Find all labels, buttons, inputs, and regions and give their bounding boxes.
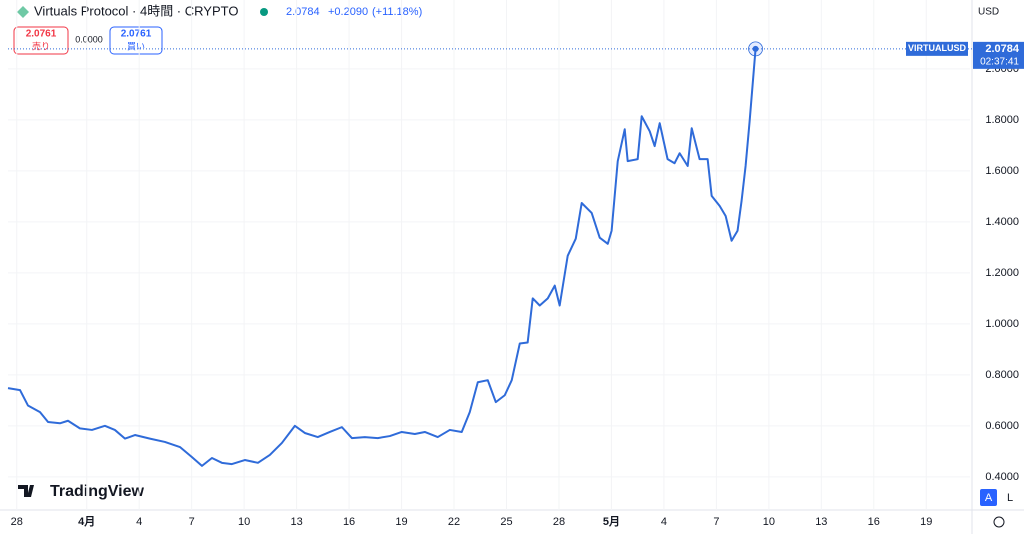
brand: TradingView — [50, 483, 145, 500]
x-tick-label: 16 — [343, 516, 355, 528]
x-tick-label: 7 — [189, 516, 195, 528]
x-tick-label: 28 — [553, 516, 565, 528]
log-scale-label[interactable]: L — [1007, 492, 1013, 504]
price-line — [7, 48, 757, 467]
market-status — [260, 8, 268, 16]
x-tick-label: 19 — [920, 516, 932, 528]
symbol-icon — [17, 6, 29, 18]
price-tag — [973, 41, 1024, 69]
y-tick-label: 0.4000 — [985, 471, 1019, 483]
logo-icon — [18, 485, 34, 497]
y-tick-label: 1.2000 — [985, 267, 1019, 279]
sell-price: 2.0761 — [26, 29, 57, 40]
y-tick-label: 1.6000 — [985, 165, 1019, 177]
x-tick-label: 16 — [868, 516, 880, 528]
x-tick-label: 13 — [290, 516, 302, 528]
price-change-pct: (+11.18%) — [372, 6, 422, 18]
y-tick-label: 1.4000 — [985, 216, 1019, 228]
x-tick-label: 19 — [395, 516, 407, 528]
countdown: 02:37:41 — [980, 56, 1019, 67]
spread: 0.0000 — [75, 34, 103, 44]
x-tick-label: 25 — [500, 516, 512, 528]
y-tick-label: 0.8000 — [985, 369, 1019, 381]
x-tick-label: 4 — [136, 516, 142, 528]
last-point — [752, 45, 759, 52]
symbol-tag-label: VIRTUALUSD — [908, 43, 966, 53]
plot — [7, 0, 972, 510]
auto-scale-button[interactable] — [980, 489, 997, 506]
x-tick-label: 5月 — [603, 515, 620, 528]
x-tick-label: 28 — [11, 516, 23, 528]
sell-label: 売り — [32, 40, 50, 51]
settings-icon[interactable] — [993, 516, 1005, 528]
price-tag-label: 2.0784 — [985, 43, 1020, 55]
x-tick-label: 7 — [713, 516, 719, 528]
chart-title: Virtuals Protocol · 4時間 · CRYPTO — [34, 3, 238, 18]
x-tick-label: 10 — [238, 516, 250, 528]
last-price: 2.0784 — [286, 6, 320, 18]
logo: TradingView — [18, 483, 145, 500]
y-tick-label: 1.8000 — [985, 114, 1019, 126]
buy-price: 2.0761 — [121, 29, 152, 40]
symbol-tag — [906, 41, 968, 56]
buy-button[interactable] — [109, 26, 163, 55]
x-tick-label: 4月 — [78, 515, 95, 528]
y-tick-label: 0.6000 — [985, 420, 1019, 432]
price-change: +0.2090 — [328, 6, 368, 18]
auto-scale-label: A — [985, 492, 993, 504]
x-tick-label: 22 — [448, 516, 460, 528]
x-tick-label: 10 — [763, 516, 775, 528]
x-tick-label: 4 — [661, 516, 667, 528]
currency[interactable]: USD — [978, 7, 999, 18]
buy-label: 買い — [127, 41, 145, 51]
x-tick-label: 13 — [815, 516, 827, 528]
y-tick-label: 1.0000 — [985, 318, 1019, 330]
sell-button[interactable] — [13, 26, 69, 55]
